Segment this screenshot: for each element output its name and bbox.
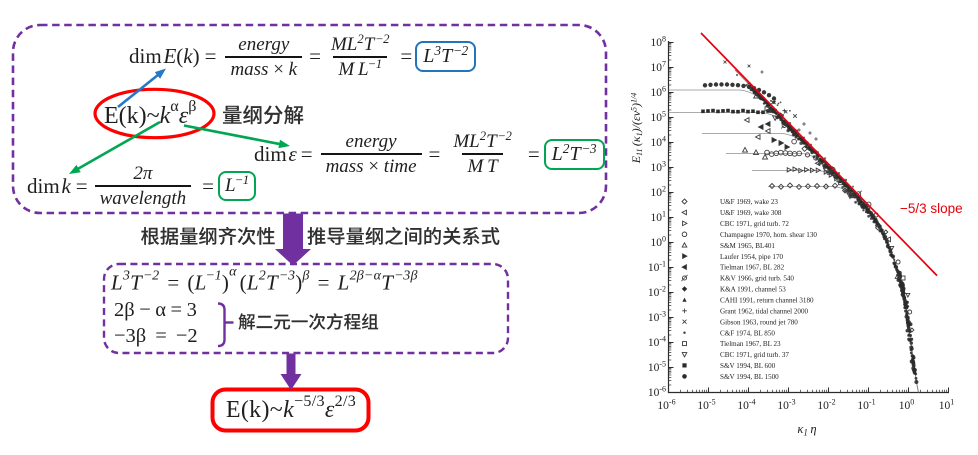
svg-text:Laufer 1954, pipe 170: Laufer 1954, pipe 170 xyxy=(720,253,783,261)
svg-text:10-5: 10-5 xyxy=(648,360,666,375)
svg-text:10-4: 10-4 xyxy=(648,335,666,350)
svg-text:S&V 1994, BL 600: S&V 1994, BL 600 xyxy=(720,362,776,370)
svg-text:102: 102 xyxy=(651,185,667,200)
svg-text:101: 101 xyxy=(939,398,955,413)
svg-text:10-1: 10-1 xyxy=(857,398,875,413)
svg-text:S&M 1965, BL401: S&M 1965, BL401 xyxy=(720,242,775,250)
svg-text:107: 107 xyxy=(651,60,667,75)
svg-text:10-3: 10-3 xyxy=(777,398,795,413)
svg-text:10-6: 10-6 xyxy=(648,385,666,400)
svg-text:108: 108 xyxy=(651,35,667,50)
svg-text:100: 100 xyxy=(651,235,667,250)
svg-text:Tielman 1967, BL 282: Tielman 1967, BL 282 xyxy=(720,264,785,272)
svg-text:CAHI 1991, return channel 3180: CAHI 1991, return channel 3180 xyxy=(720,297,814,305)
svg-text:Champagne 1970, hom. shear 130: Champagne 1970, hom. shear 130 xyxy=(720,231,817,239)
svg-text:Gibson 1963, round jet 780: Gibson 1963, round jet 780 xyxy=(720,318,798,326)
svg-text:Tielman 1967, BL 23: Tielman 1967, BL 23 xyxy=(720,340,781,348)
svg-text:U&F 1969, wake 23: U&F 1969, wake 23 xyxy=(720,198,778,206)
svg-text:101: 101 xyxy=(651,210,667,225)
svg-text:10-5: 10-5 xyxy=(697,398,715,413)
svg-text:K&A 1991, channel 53: K&A 1991, channel 53 xyxy=(720,286,786,294)
svg-text:10-6: 10-6 xyxy=(657,398,675,413)
svg-text:10-1: 10-1 xyxy=(648,260,666,275)
svg-text:106: 106 xyxy=(651,85,667,100)
svg-text:10-4: 10-4 xyxy=(737,398,755,413)
svg-text:10-2: 10-2 xyxy=(648,285,666,300)
svg-text:κ1 η: κ1 η xyxy=(797,422,816,438)
svg-text:10-2: 10-2 xyxy=(817,398,835,413)
svg-text:CBC 1971, grid turb. 37: CBC 1971, grid turb. 37 xyxy=(720,351,789,359)
svg-text:S&V 1994, BL 1500: S&V 1994, BL 1500 xyxy=(720,373,779,381)
svg-text:C&F 1974, BL 850: C&F 1974, BL 850 xyxy=(720,329,775,337)
svg-text:U&F 1969, wake 308: U&F 1969, wake 308 xyxy=(720,209,782,217)
svg-text:103: 103 xyxy=(651,160,667,175)
svg-text:100: 100 xyxy=(899,398,915,413)
svg-text:104: 104 xyxy=(651,135,667,150)
svg-text:10-3: 10-3 xyxy=(648,310,666,325)
svg-text:E11 (κ1)/(εν5)1/4: E11 (κ1)/(εν5)1/4 xyxy=(629,93,644,165)
svg-text:K&V 1966, grid turb. 540: K&V 1966, grid turb. 540 xyxy=(720,275,794,283)
svg-text:Grant 1962, tidal channel 2000: Grant 1962, tidal channel 2000 xyxy=(720,307,809,315)
svg-text:CBC 1971, grid turb. 72: CBC 1971, grid turb. 72 xyxy=(720,220,789,228)
svg-text:−5/3 slope: −5/3 slope xyxy=(900,201,963,216)
svg-text:105: 105 xyxy=(651,110,667,125)
